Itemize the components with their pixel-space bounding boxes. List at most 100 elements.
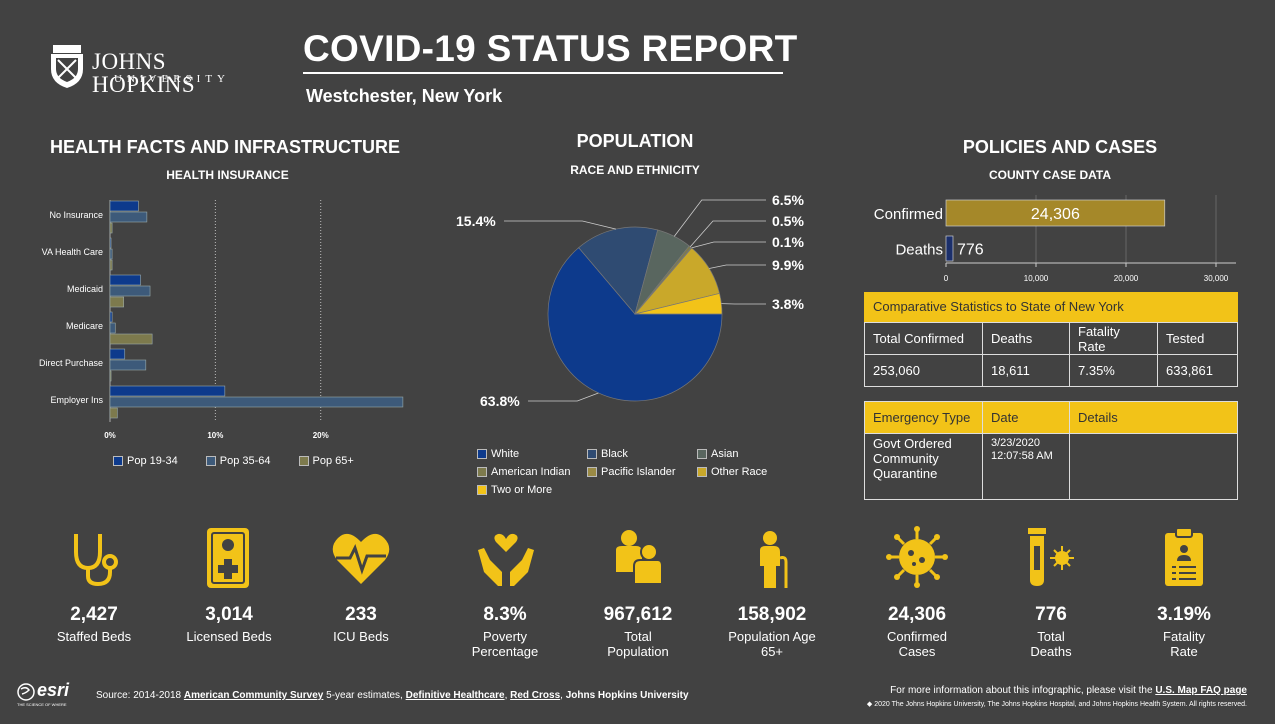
kpi-age-65-label: Population Age 65+ [728, 629, 816, 659]
kpi-deaths-value: 776 [1035, 604, 1067, 625]
policies-section-title: POLICIES AND CASES [962, 137, 1158, 157]
more-info-line: For more information about this infograp… [890, 685, 1247, 696]
pie-leader-line [689, 220, 766, 248]
insurance-bar [109, 385, 226, 397]
logo-name: JOHNS HOPKINS [92, 49, 196, 97]
kpi-fatality-value: 3.19% [1157, 604, 1211, 625]
kpi-staffed-beds-label: Staffed Beds [56, 629, 132, 644]
virus-icon [886, 526, 948, 588]
legend-pop-65-plus[interactable]: Pop 65+ [298, 455, 354, 467]
pie-leader-line [528, 392, 599, 402]
title-underline [303, 72, 783, 74]
legend-pop-35-64[interactable]: Pop 35-64 [205, 455, 271, 467]
health-section-subtitle: HEALTH INSURANCE [166, 168, 289, 182]
pie-slice [547, 247, 723, 402]
insurance-bar [109, 333, 153, 345]
globe-icon [17, 683, 35, 701]
kpi-icu-beds-value: 233 [345, 604, 377, 625]
location-subtitle: Westchester, New York [306, 86, 503, 106]
kpi-licensed-beds-value: 3,014 [205, 604, 253, 625]
legend-asian[interactable]: Asian [697, 448, 807, 460]
cases-x-tick: 20,000 [1114, 274, 1139, 283]
emergency-details [1069, 433, 1238, 500]
insurance-bar [109, 311, 113, 323]
kpi-age-65-value: 158,902 [737, 604, 807, 625]
faq-link[interactable]: U.S. Map FAQ page [1155, 685, 1247, 696]
emergency-header-type: Emergency Type [864, 401, 983, 434]
health-section-title: HEALTH FACTS AND INFRASTRUCTURE [50, 137, 400, 157]
heartbeat-icon [332, 533, 390, 584]
comparative-value-tested: 633,861 [1157, 354, 1238, 387]
legend-black[interactable]: Black [587, 448, 697, 460]
cases-value-label: 24,306 [1031, 206, 1080, 223]
cases-x-tick: 30,000 [1204, 274, 1229, 283]
insurance-bar [109, 285, 151, 297]
insurance-x-tick: 10% [207, 431, 223, 440]
population-section-subtitle: RACE AND ETHNICITY [570, 163, 700, 177]
copyright: ◆ 2020 The Johns Hopkins University, The… [866, 701, 1247, 708]
pie-leader-line [691, 241, 766, 249]
race-ethnicity-pie-chart: 63.8% 15.4% 6.5% 0.5% 0.1% 9.9% 3.8% [456, 192, 804, 409]
pie-slice-label: 6.5% [772, 192, 804, 208]
legend-two-or-more[interactable]: Two or More [477, 484, 587, 496]
comparative-header-confirmed: Total Confirmed [864, 322, 983, 355]
insurance-x-tick: 0% [104, 431, 116, 440]
insurance-bar [109, 274, 141, 286]
kpi-confirmed-value: 24,306 [887, 604, 947, 625]
definitive-healthcare-link[interactable]: Definitive Healthcare [405, 690, 505, 701]
comparative-header-deaths: Deaths [982, 322, 1070, 355]
comparative-table: Comparative Statistics to State of New Y… [864, 292, 1238, 387]
legend-american-indian[interactable]: American Indian [477, 466, 587, 478]
pie-slice [634, 293, 723, 315]
cases-x-tick: 10,000 [1024, 274, 1049, 283]
pie-leader-line [709, 264, 766, 269]
insurance-bar [109, 222, 113, 234]
jhu-logo[interactable]: JOHNS HOPKINS UNIVERSITY [48, 45, 263, 96]
insurance-bar [109, 370, 112, 382]
kpi-population-value: 967,612 [603, 604, 673, 625]
insurance-bar [109, 200, 139, 212]
esri-wordmark: esri [37, 680, 70, 700]
pie-slice [578, 226, 659, 315]
insurance-bar [109, 359, 147, 371]
legend-other-race[interactable]: Other Race [697, 466, 807, 478]
legend-pacific-islander[interactable]: Pacific Islander [587, 466, 697, 478]
insurance-category-label: Employer Ins [50, 395, 103, 405]
red-cross-link[interactable]: Red Cross [510, 690, 561, 701]
pie-slice-label: 9.9% [772, 257, 804, 273]
kpi-confirmed-label: Confirmed Cases [887, 629, 947, 659]
comparative-header-fatality: Fatality Rate [1069, 322, 1158, 355]
shield-icon [51, 45, 83, 88]
legend-pop-19-34[interactable]: Pop 19-34 [113, 455, 178, 467]
acs-link[interactable]: American Community Survey [183, 690, 324, 701]
insurance-category-label: No Insurance [49, 210, 103, 220]
helping-hands-icon [478, 533, 534, 586]
comparative-header-tested: Tested [1157, 322, 1238, 355]
insurance-category-label: Direct Purchase [39, 358, 103, 368]
pie-leader-line [673, 199, 766, 237]
cases-category-label: Deaths [895, 242, 943, 259]
county-case-chart: 0 10,000 20,000 30,000 Confirmed 24,306 Deaths… [874, 195, 1236, 283]
pie-slice-label: 63.8% [480, 393, 520, 409]
logo-sub: UNIVERSITY [114, 73, 230, 85]
insurance-bar [109, 396, 404, 408]
emergency-table: Emergency Type Date Details Govt Ordered… [864, 401, 1238, 500]
pie-slice-label: 15.4% [456, 213, 496, 229]
insurance-bar [109, 259, 113, 271]
race-legend: White Black Asian American Indian Pacifi… [477, 448, 807, 496]
cases-bar [945, 199, 1166, 227]
cases-x-tick: 0 [944, 274, 949, 283]
emergency-type: Govt Ordered Community Quarantine [864, 433, 983, 500]
pie-leader-line [504, 220, 617, 230]
kpi-deaths-label: Total Deaths [1030, 629, 1072, 659]
kpi-staffed-beds-value: 2,427 [70, 604, 118, 625]
insurance-category-label: Medicare [66, 321, 103, 331]
insurance-legend: Pop 19-34 Pop 35-64 Pop 65+ [113, 455, 354, 467]
legend-white[interactable]: White [477, 448, 587, 460]
policies-section-subtitle: COUNTY CASE DATA [988, 168, 1111, 182]
health-insurance-chart: 0% 10% 20% No Insurance VA Health Care Medica… [39, 200, 404, 440]
comparative-value-deaths: 18,611 [982, 354, 1070, 387]
insurance-category-label: Medicaid [67, 284, 103, 294]
pie-slice-label: 0.5% [772, 213, 804, 229]
cases-value-label: 776 [957, 242, 984, 259]
